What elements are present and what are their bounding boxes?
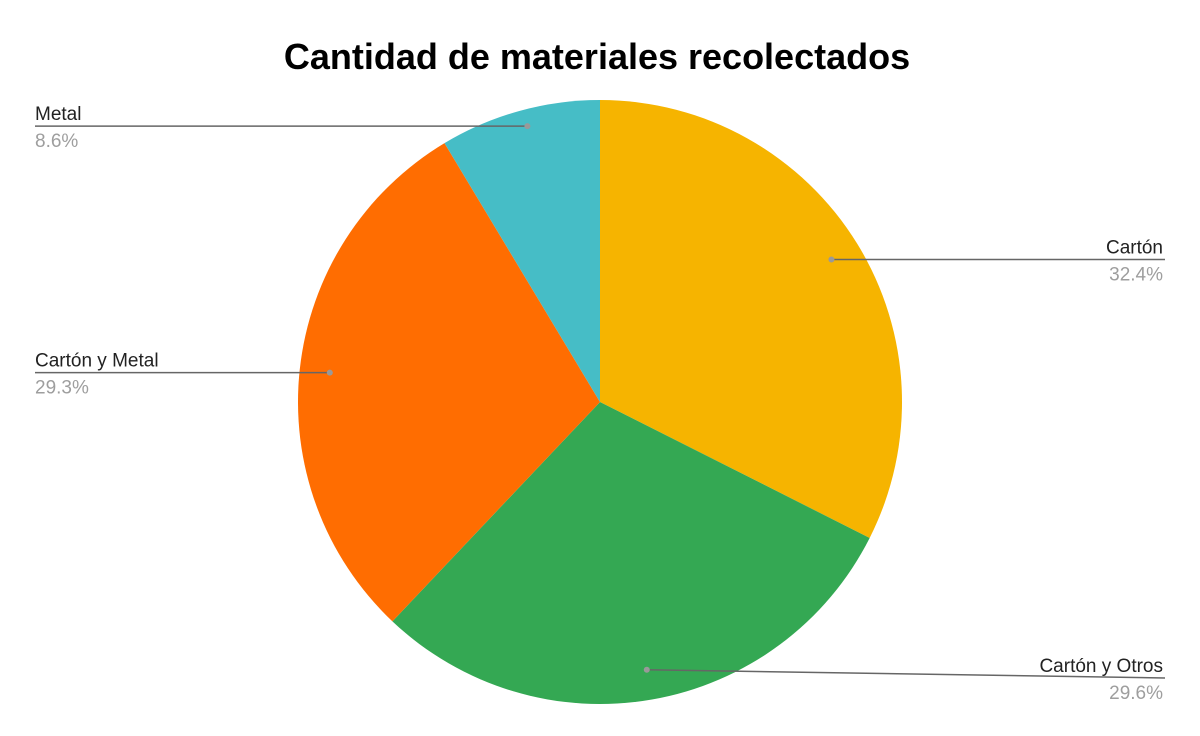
leader-dot	[643, 666, 650, 673]
labels: Cartón 32.4% Cartón y Otros 29.6% Cartón y M…	[35, 104, 1166, 704]
leader-dot	[524, 123, 531, 130]
pie-slice-3	[444, 100, 600, 402]
slice-percent: 29.6%	[1109, 683, 1163, 704]
slice-percent: 8.6%	[35, 131, 78, 152]
chart-title: Cantidad de materiales recolectados	[284, 36, 910, 77]
leader-line	[646, 668, 1166, 679]
leader-dot	[828, 256, 835, 263]
slice-label: Cartón y Otros	[1039, 656, 1163, 677]
slice-percent: 32.4%	[1109, 264, 1163, 285]
pie-slice-1	[392, 402, 870, 705]
slices	[298, 100, 903, 705]
leader-dot	[326, 369, 333, 376]
slice-label: Cartón	[1106, 237, 1163, 258]
slice-label: Cartón y Metal	[35, 351, 159, 372]
slice-label: Metal	[35, 104, 81, 125]
pie-slice-0	[600, 100, 903, 538]
pie-slice-2	[298, 143, 600, 622]
slice-percent: 29.3%	[35, 378, 89, 399]
